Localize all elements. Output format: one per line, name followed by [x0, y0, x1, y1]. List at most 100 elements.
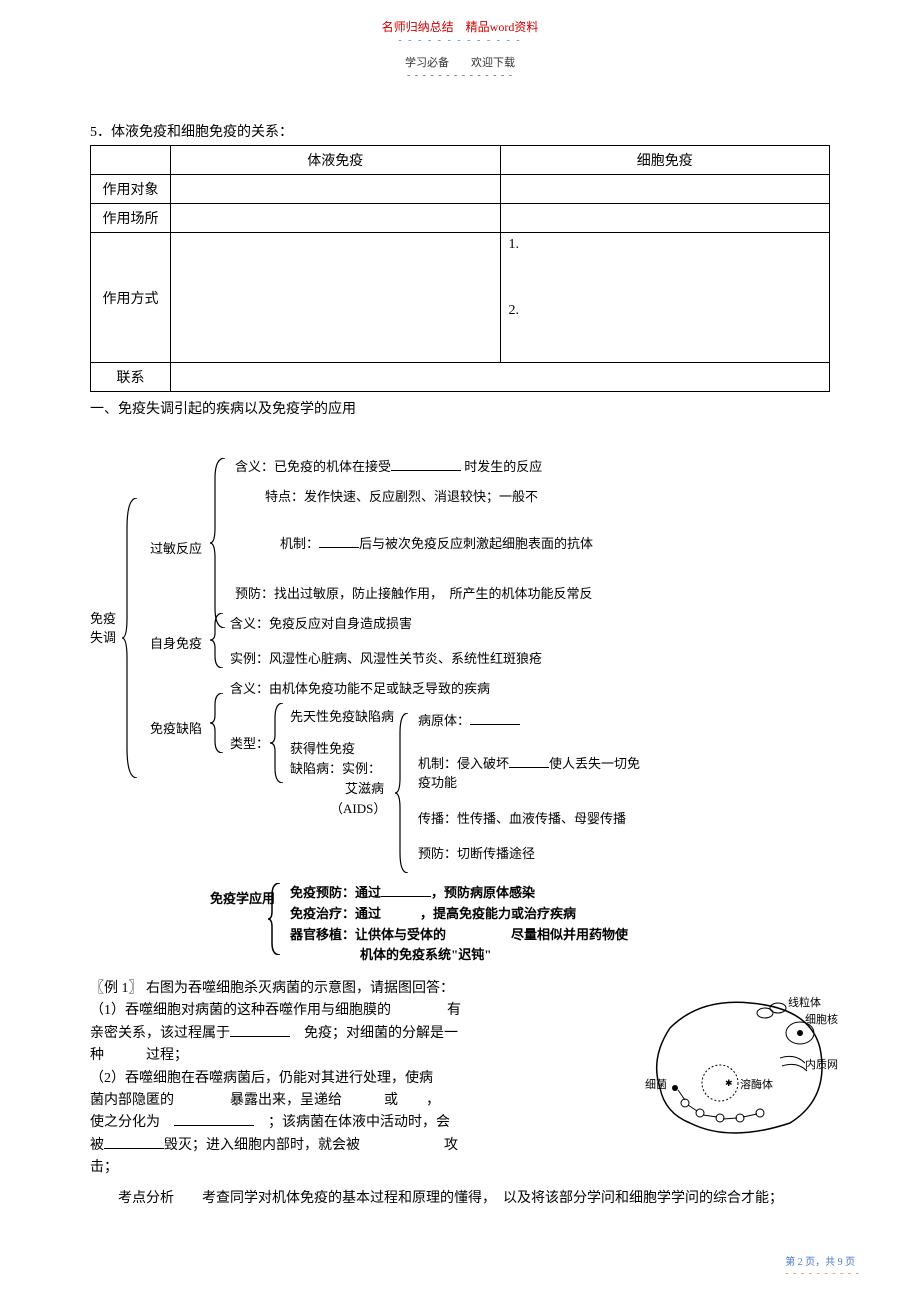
b3-t2a: 获得性免疫 — [290, 738, 355, 757]
t: （1）吞噬细胞对病菌的这种吞噬作用与细胞膜的 — [90, 1003, 391, 1018]
t: 免疫；对细菌的分解是一 — [304, 1026, 458, 1041]
t: 尽量相似并用药物使 — [511, 927, 628, 942]
b2-l2: 实例：风湿性心脏病、风湿性关节炎、系统性红斑狼疮 — [230, 648, 542, 667]
row-label-place: 作用场所 — [91, 204, 171, 233]
banner-dashes: - - - - - - - - - - - - - — [90, 35, 830, 46]
footer-dashes: - - - - - - - - - - — [785, 1268, 860, 1279]
t: 有 — [447, 1003, 461, 1018]
analysis: 考点分析 考查同学对机体免疫的基本过程和原理的懂得， 以及将该部分学问和细胞学学… — [90, 1188, 830, 1210]
header-banner: 名师归纳总结 精品word资料 - - - - - - - - - - - - … — [90, 0, 830, 46]
ex-p7: 被毁灭；进入细胞内部时，就会被 攻 — [90, 1135, 610, 1157]
sub-right: 欢迎下载 — [471, 57, 515, 69]
cell — [500, 175, 830, 204]
ex-title: 〖例 1〗 右图为吞噬细胞杀灭病菌的示意图，请据图回答： — [90, 978, 610, 1000]
banner-text: 名师归纳总结 精品word资料 — [382, 20, 539, 34]
label-bacteria: 细菌 — [645, 1078, 667, 1091]
ex-p5: 菌内部隐匿的 暴露出来，呈递给 或 ， — [90, 1090, 610, 1112]
sub-header: 学习必备 欢迎下载 - - - - - - - - - - - - - - — [90, 54, 830, 81]
t: 后与被次免疫反应刺激起细胞表面的抗体 — [359, 536, 593, 551]
t: ；该病菌在体液中活动时，会 — [268, 1115, 450, 1130]
brace-aids-icon — [395, 713, 413, 873]
cell — [171, 204, 501, 233]
branch-allergy: 过敏反应 — [150, 538, 202, 557]
row-label-relation: 联系 — [91, 363, 171, 392]
page-footer: 第 2 页，共 9 页 - - - - - - - - - - — [785, 1253, 860, 1279]
brace-b2-icon — [210, 613, 228, 668]
app-l3: 器官移植：让供体与受体的 尽量相似并用药物使 — [290, 925, 628, 946]
b2-l1: 含义：免疫反应对自身造成损害 — [230, 613, 412, 632]
t: ，预防病原体感染 — [431, 885, 535, 900]
brace-b3-icon — [210, 693, 228, 753]
tree-root: 免疫失调 — [90, 608, 116, 646]
aids-r4: 预防：切断传播途径 — [418, 843, 535, 862]
row-label-method: 作用方式 — [91, 233, 171, 363]
label-lyso: 溶酶体 — [740, 1077, 773, 1091]
th-humoral: 体液免疫 — [171, 146, 501, 175]
table-row: 作用场所 — [91, 204, 830, 233]
t: 亲密关系，该过程属于 — [90, 1026, 230, 1041]
t: 使人丢失一切免 — [549, 756, 640, 771]
cell — [171, 363, 830, 392]
app-l2: 免疫治疗：通过 ，提高免疫能力或治疗疾病 — [290, 904, 628, 925]
t: 预防：找出过敏原，防止接触 — [235, 586, 404, 601]
cell — [171, 175, 501, 204]
table-header-row: 体液免疫 细胞免疫 — [91, 146, 830, 175]
t: 含义：已免疫的机体在接受 — [235, 459, 391, 474]
th-cellular: 细胞免疫 — [500, 146, 830, 175]
footer-text: 第 2 页，共 9 页 — [785, 1257, 855, 1268]
cell — [500, 204, 830, 233]
t: 机制：侵入破坏 — [418, 756, 509, 771]
aids-r1: 病原体： — [418, 710, 520, 729]
method-1: 1. — [509, 237, 822, 253]
label-er: 内质网 — [805, 1057, 838, 1071]
b1-l4: 预防：找出过敏原，防止接触作用， 所产生的机体功能反常反 — [235, 583, 593, 602]
t: ，提高免疫能力或治疗疾病 — [420, 906, 576, 921]
b3-t2c: 艾滋病 — [345, 778, 384, 797]
sub-dashes: - - - - - - - - - - - - - - — [90, 70, 830, 81]
app-l1: 免疫预防：通过 ，预防病原体感染 — [290, 883, 628, 904]
b3-t2b: 缺陷病：实例： — [290, 758, 381, 777]
t: 作用， 所产生的机体功能反常反 — [404, 586, 593, 601]
b1-l3: 机制： 后与被次免疫反应刺激起细胞表面的抗体 — [280, 533, 593, 552]
tree-diagram: 免疫失调 过敏反应 含义：已免疫的机体在接受 时发生的反应 特点：发作快速、反应… — [90, 438, 830, 878]
row-label-object: 作用对象 — [91, 175, 171, 204]
ex-p6: 使之分化为 ；该病菌在体液中活动时，会 — [90, 1112, 610, 1134]
t: 免疫预防：通过 — [290, 885, 381, 900]
table-row: 联系 — [91, 363, 830, 392]
t: 菌内部隐匿的 — [90, 1093, 174, 1108]
comparison-table: 体液免疫 细胞免疫 作用对象 作用场所 作用方式 1. 2. 联系 — [90, 145, 830, 392]
branch-auto: 自身免疫 — [150, 633, 202, 652]
t: 机体的免疫系统"迟钝" — [360, 947, 491, 962]
brace-b3-type-icon — [270, 703, 288, 783]
ex-p2: 亲密关系，该过程属于 免疫；对细菌的分解是一 — [90, 1023, 610, 1045]
ex-p3: 种 过程； — [90, 1045, 610, 1067]
t: 毁灭；进入细胞内部时，就会被 — [164, 1138, 360, 1153]
section5-title: 5．体液免疫和细胞免疫的关系： — [90, 121, 830, 141]
app-l4: 机体的免疫系统"迟钝" — [290, 945, 628, 966]
t: ， — [426, 1093, 440, 1108]
b3-t2d: （AIDS） — [330, 798, 386, 817]
th-empty — [91, 146, 171, 175]
cell — [171, 233, 501, 363]
app-lines: 免疫预防：通过 ，预防病原体感染 免疫治疗：通过 ，提高免疫能力或治疗疾病 器官移… — [290, 883, 628, 966]
b3-t1: 先天性免疫缺陷病 — [290, 706, 394, 725]
t: 或 — [384, 1093, 398, 1108]
example-section: 〖例 1〗 右图为吞噬细胞杀灭病菌的示意图，请据图回答： （1）吞噬细胞对病菌的… — [90, 978, 830, 1210]
cell: 1. 2. — [500, 233, 830, 363]
ex-p4: （2）吞噬细胞在吞噬病菌后，仍能对其进行处理，使病 — [90, 1068, 610, 1090]
svg-text:✱: ✱ — [725, 1078, 733, 1088]
label-nucleus: 细胞核 — [805, 1012, 838, 1026]
t: 器官移植：让供体与受体的 — [290, 927, 446, 942]
table-row: 作用对象 — [91, 175, 830, 204]
brace-b1-icon — [210, 458, 230, 628]
t: 过程； — [146, 1048, 188, 1063]
aids-r2: 机制：侵入破坏使人丢失一切免 疫功能 — [418, 753, 748, 791]
table-row: 作用方式 1. 2. — [91, 233, 830, 363]
t: 机制： — [280, 536, 319, 551]
ex-p1: （1）吞噬细胞对病菌的这种吞噬作用与细胞膜的 有 — [90, 1000, 610, 1022]
t: 免疫治疗：通过 — [290, 906, 381, 921]
ex-p8: 击； — [90, 1157, 610, 1179]
section-two-title: 一、免疫失调引起的疾病以及免疫学的应用 — [90, 398, 830, 418]
label-mito: 线粒体 — [788, 995, 821, 1009]
app-title: 免疫学应用 — [210, 888, 275, 907]
